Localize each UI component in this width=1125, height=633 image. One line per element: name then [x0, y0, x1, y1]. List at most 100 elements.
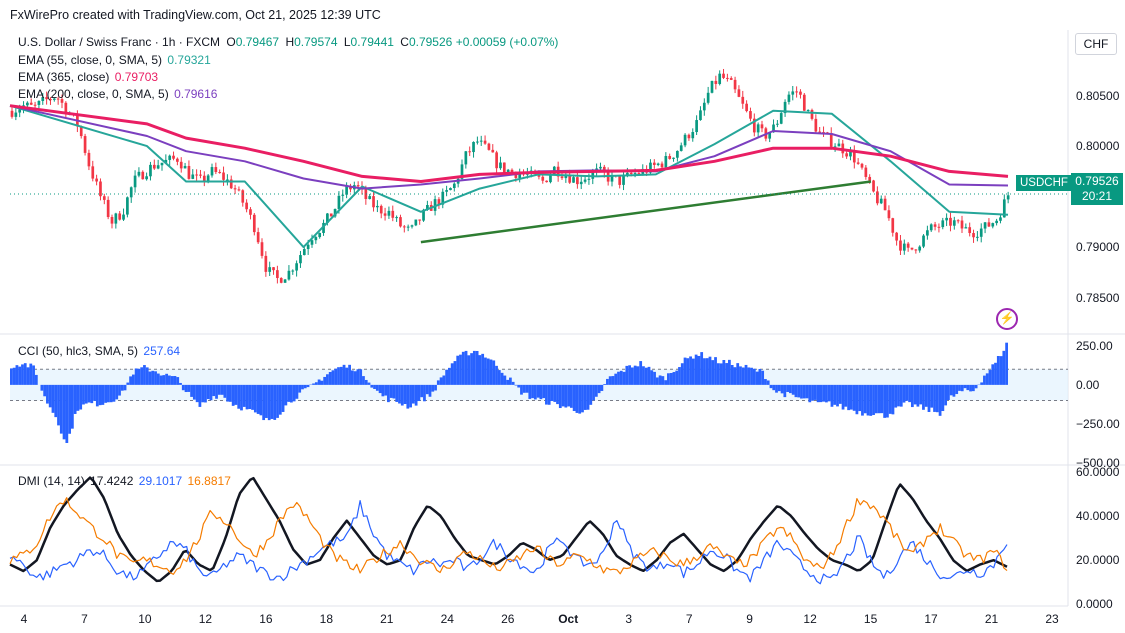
cci-bar — [747, 367, 751, 385]
time-tick-label: Oct — [558, 612, 579, 626]
candle-body — [714, 80, 718, 84]
candle-body — [391, 210, 395, 218]
cci-bar — [190, 384, 193, 397]
cci-bar — [107, 384, 110, 403]
cci-tick-label: 0.00 — [1076, 377, 1100, 392]
cci-bar — [542, 384, 546, 399]
chart-credit: FxWirePro created with TradingView.com, … — [10, 8, 381, 22]
cci-bar — [320, 380, 324, 385]
candle-body — [737, 89, 741, 97]
cci-bar — [581, 384, 584, 413]
cci-legend[interactable]: CCI (50, hlc3, SMA, 5) 257.64 — [18, 344, 180, 358]
cci-bar — [675, 370, 679, 385]
ema55-value: 0.79321 — [167, 53, 211, 67]
candle-body — [468, 151, 472, 153]
cci-bar — [772, 384, 776, 391]
candle-body — [810, 109, 814, 119]
candle-body — [260, 242, 264, 256]
cci-bar — [755, 371, 759, 385]
cci-bar — [999, 356, 1003, 385]
cci-bar — [800, 384, 803, 399]
cci-bar — [59, 384, 63, 434]
candle-body — [695, 120, 698, 133]
ema200-legend[interactable]: EMA (200, close, 0, SMA, 5) 0.79616 — [18, 87, 217, 101]
cci-bar — [664, 380, 668, 385]
candle-body — [537, 174, 541, 177]
cci-bar — [156, 373, 160, 385]
cci-tick-label: 250.00 — [1076, 338, 1113, 353]
candle-body — [1002, 199, 1006, 218]
cci-bar — [630, 367, 634, 385]
cci-bar — [403, 384, 407, 405]
cci-bar — [797, 384, 801, 398]
candle-body — [256, 232, 260, 243]
dmi-legend[interactable]: DMI (14, 14) 17.4242 29.1017 16.8817 — [18, 474, 231, 488]
cci-bar — [459, 354, 462, 385]
price-tick-label: 0.80000 — [1076, 139, 1120, 154]
dmi-tick-label: 60.0000 — [1076, 465, 1120, 480]
candle-body — [822, 132, 825, 134]
symbol-title[interactable]: U.S. Dollar / Swiss Franc · 1h · FXCM — [18, 35, 221, 49]
candle-body — [60, 99, 64, 103]
candle-body — [210, 167, 214, 176]
cci-bar — [980, 382, 984, 385]
cci-bar — [93, 384, 96, 401]
cci-bar — [511, 381, 515, 385]
cci-bar — [395, 384, 399, 402]
candle-body — [399, 217, 402, 227]
cci-bar — [32, 365, 35, 385]
cci-bar — [586, 384, 590, 410]
ema55-legend[interactable]: EMA (55, close, 0, SMA, 5) 0.79321 — [18, 53, 211, 67]
cci-bar — [653, 371, 656, 385]
cci-bar — [916, 384, 920, 407]
candle-body — [872, 180, 875, 192]
cci-bar — [531, 384, 534, 399]
cci-bar — [919, 384, 923, 405]
candle-body — [952, 220, 956, 226]
cci-bar — [204, 384, 207, 403]
candle-body — [772, 124, 775, 133]
time-tick-label: 4 — [20, 612, 28, 626]
cci-bar — [658, 375, 662, 385]
cci-bar — [908, 384, 911, 403]
cci-bar — [262, 384, 266, 421]
candle-body — [706, 92, 710, 103]
cci-bar — [689, 356, 692, 385]
candle-body — [318, 232, 322, 238]
candle-body — [83, 136, 87, 153]
tradingview-logo-icon[interactable]: ⚡ — [996, 308, 1018, 330]
candle-body — [679, 145, 683, 151]
cci-bar — [836, 384, 839, 407]
time-tick-label: 24 — [440, 612, 454, 626]
candle-body — [349, 186, 352, 190]
cci-bar — [639, 361, 643, 385]
cci-bar — [938, 384, 942, 416]
cci-bar — [694, 354, 698, 385]
candle-body — [141, 171, 145, 180]
candle-body — [991, 223, 995, 227]
candle-body — [329, 213, 333, 217]
candle-body — [64, 102, 68, 115]
cci-bar — [935, 384, 939, 413]
cci-bar — [861, 384, 864, 416]
candle-body — [199, 174, 202, 176]
cci-bar — [811, 384, 814, 401]
candle-body — [702, 102, 706, 111]
ema365-label: EMA (365, close) — [18, 70, 110, 84]
candle-body — [218, 172, 222, 174]
cci-bar — [40, 384, 44, 391]
cci-bar — [10, 368, 13, 385]
cci-bar — [783, 384, 787, 398]
cci-bar — [838, 384, 842, 404]
ema365-legend[interactable]: EMA (365, close) 0.79703 — [18, 70, 158, 84]
cci-bar — [700, 352, 704, 385]
cci-label: CCI (50, hlc3, SMA, 5) — [18, 344, 139, 358]
cci-bar — [805, 384, 809, 399]
candle-body — [195, 174, 198, 176]
cci-bar — [944, 384, 948, 406]
currency-button[interactable]: CHF — [1075, 33, 1117, 55]
cci-bar — [825, 384, 828, 403]
cci-bar — [1002, 350, 1006, 385]
cci-bar — [187, 384, 191, 392]
